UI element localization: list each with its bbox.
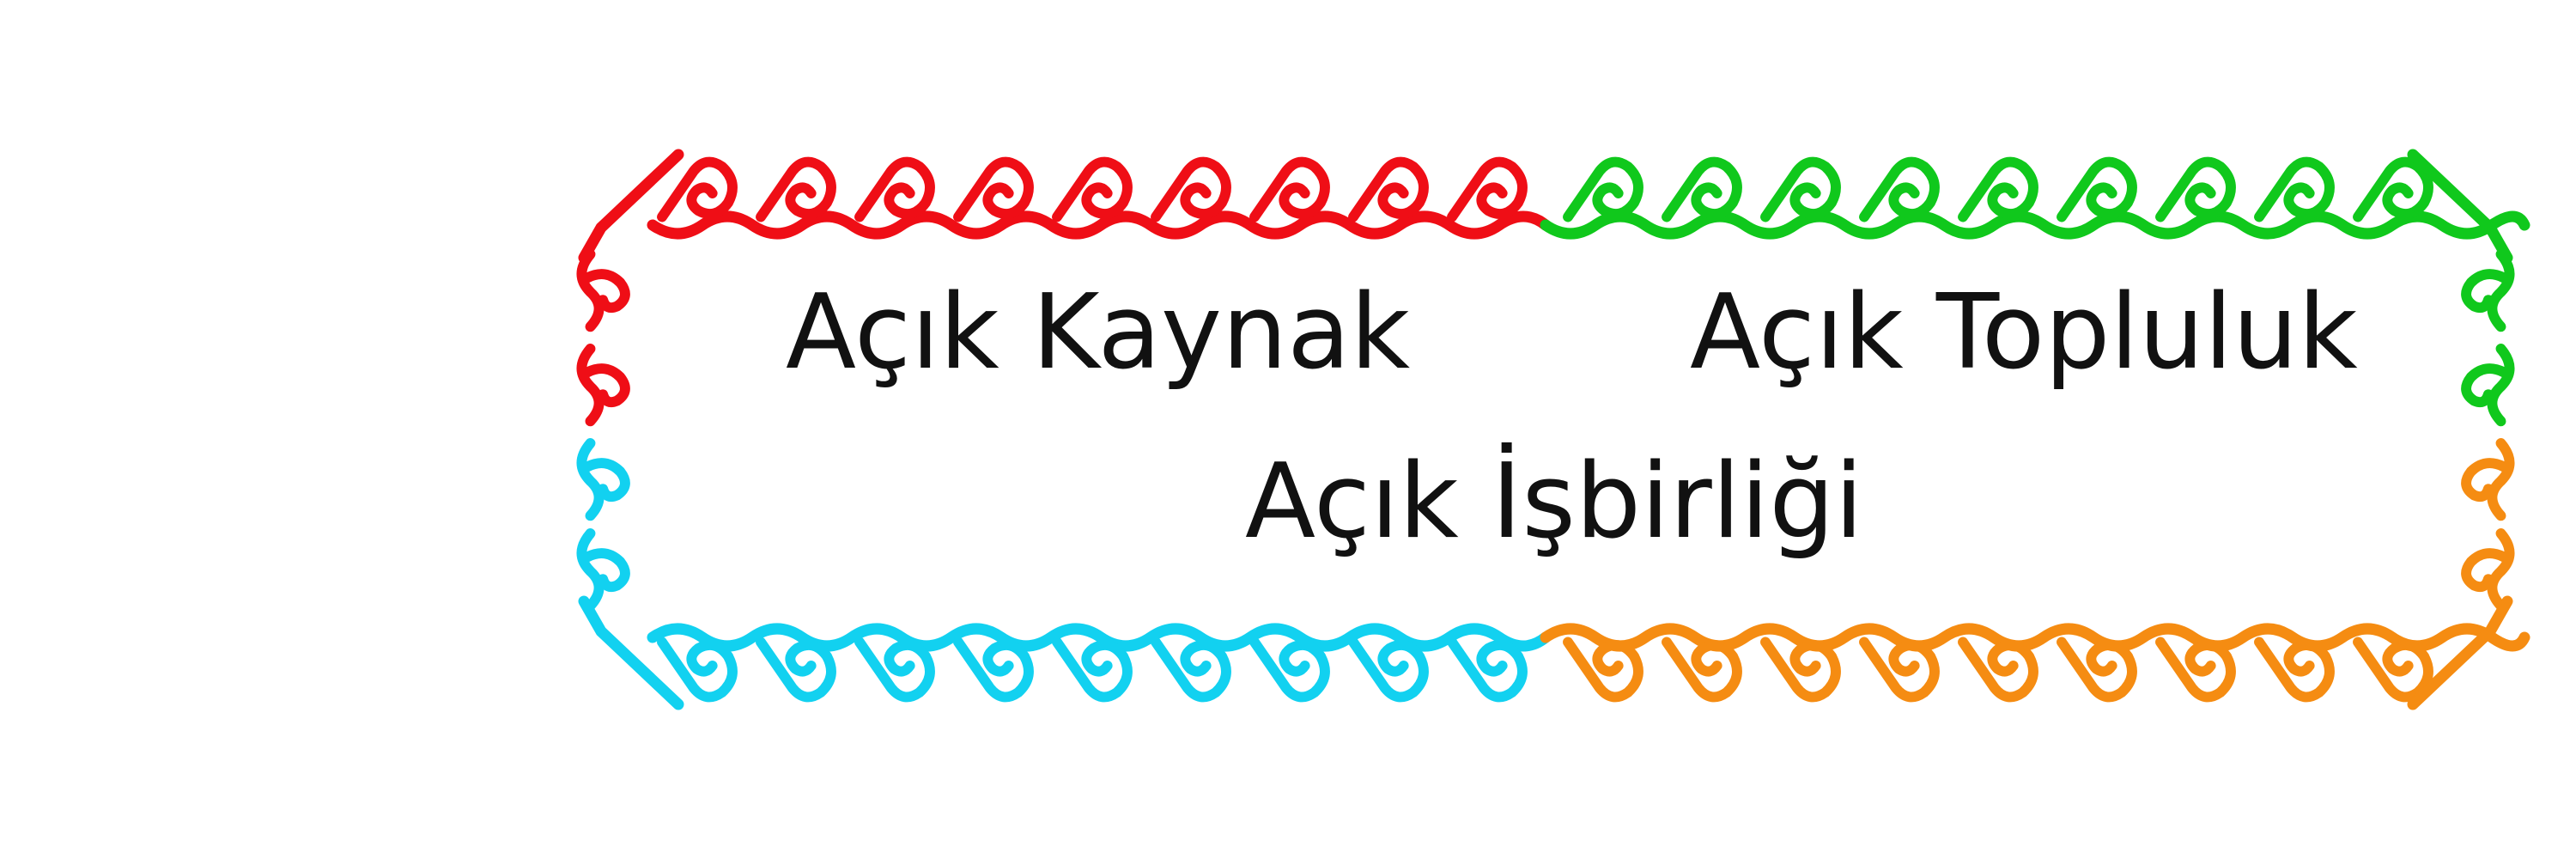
spiral-motif (581, 443, 625, 515)
spiral-motif (1452, 162, 1522, 217)
spiral-motif (860, 643, 930, 698)
spiral-motif (1963, 643, 2033, 698)
border-wave-line (647, 623, 1552, 652)
spiral-motif (958, 643, 1029, 698)
spiral-motif (860, 162, 930, 217)
spiral-motif (581, 349, 625, 421)
spiral-motif (1156, 643, 1226, 698)
spiral-motif (2160, 643, 2231, 698)
spiral-motif (1353, 162, 1424, 217)
spiral-motif (1255, 643, 1325, 698)
spiral-motif (2160, 162, 2231, 217)
slogan-open-source: Açık Kaynak (786, 273, 1411, 393)
spiral-motif (2358, 162, 2428, 217)
spiral-motif (2358, 643, 2428, 698)
corner-connector (2407, 149, 2513, 264)
spiral-motif (1057, 643, 1127, 698)
border-top-left (578, 149, 1552, 421)
slogan-open-collaboration: Açık İşbirliği (1245, 442, 1863, 562)
spiral-motif (1864, 162, 1935, 217)
spiral-motif (1353, 643, 1424, 698)
spiral-motif (2259, 643, 2330, 698)
spiral-motif (1765, 643, 1836, 698)
spiral-motif (2466, 254, 2510, 326)
spiral-motif (761, 162, 831, 217)
border-top-right (1540, 149, 2530, 421)
corner-connector (578, 595, 684, 710)
spiral-motif (662, 643, 732, 698)
slogan-open-community: Açık Topluluk (1690, 273, 2358, 393)
spiral-motif (2062, 162, 2132, 217)
spiral-motif (581, 533, 625, 606)
spiral-motif (1765, 162, 1836, 217)
spiral-motif (2466, 533, 2510, 606)
spiral-motif (1568, 643, 1638, 698)
spiral-motif (1667, 643, 1737, 698)
spiral-motif (1452, 643, 1522, 698)
spiral-motif (1667, 162, 1737, 217)
border-wave-line (647, 210, 1552, 240)
spiral-motif (1255, 162, 1325, 217)
corner-connector (578, 149, 684, 264)
spiral-motif (1156, 162, 1226, 217)
spiral-motif (2466, 349, 2510, 421)
corner-connector (2407, 595, 2513, 710)
border-wave-line (1540, 210, 2530, 240)
spiral-motif (662, 162, 732, 217)
border-wave-line (1540, 623, 2530, 652)
border-bottom-right (1540, 443, 2530, 710)
spiral-motif (2259, 162, 2330, 217)
spiral-motif (2062, 643, 2132, 698)
spiral-motif (958, 162, 1029, 217)
spiral-motif (1864, 643, 1935, 698)
spiral-motif (761, 643, 831, 698)
border-bottom-left (578, 443, 1552, 710)
spiral-motif (1568, 162, 1638, 217)
spiral-motif (1057, 162, 1127, 217)
spiral-motif (1963, 162, 2033, 217)
spiral-motif (581, 254, 625, 326)
spiral-motif (2466, 443, 2510, 515)
